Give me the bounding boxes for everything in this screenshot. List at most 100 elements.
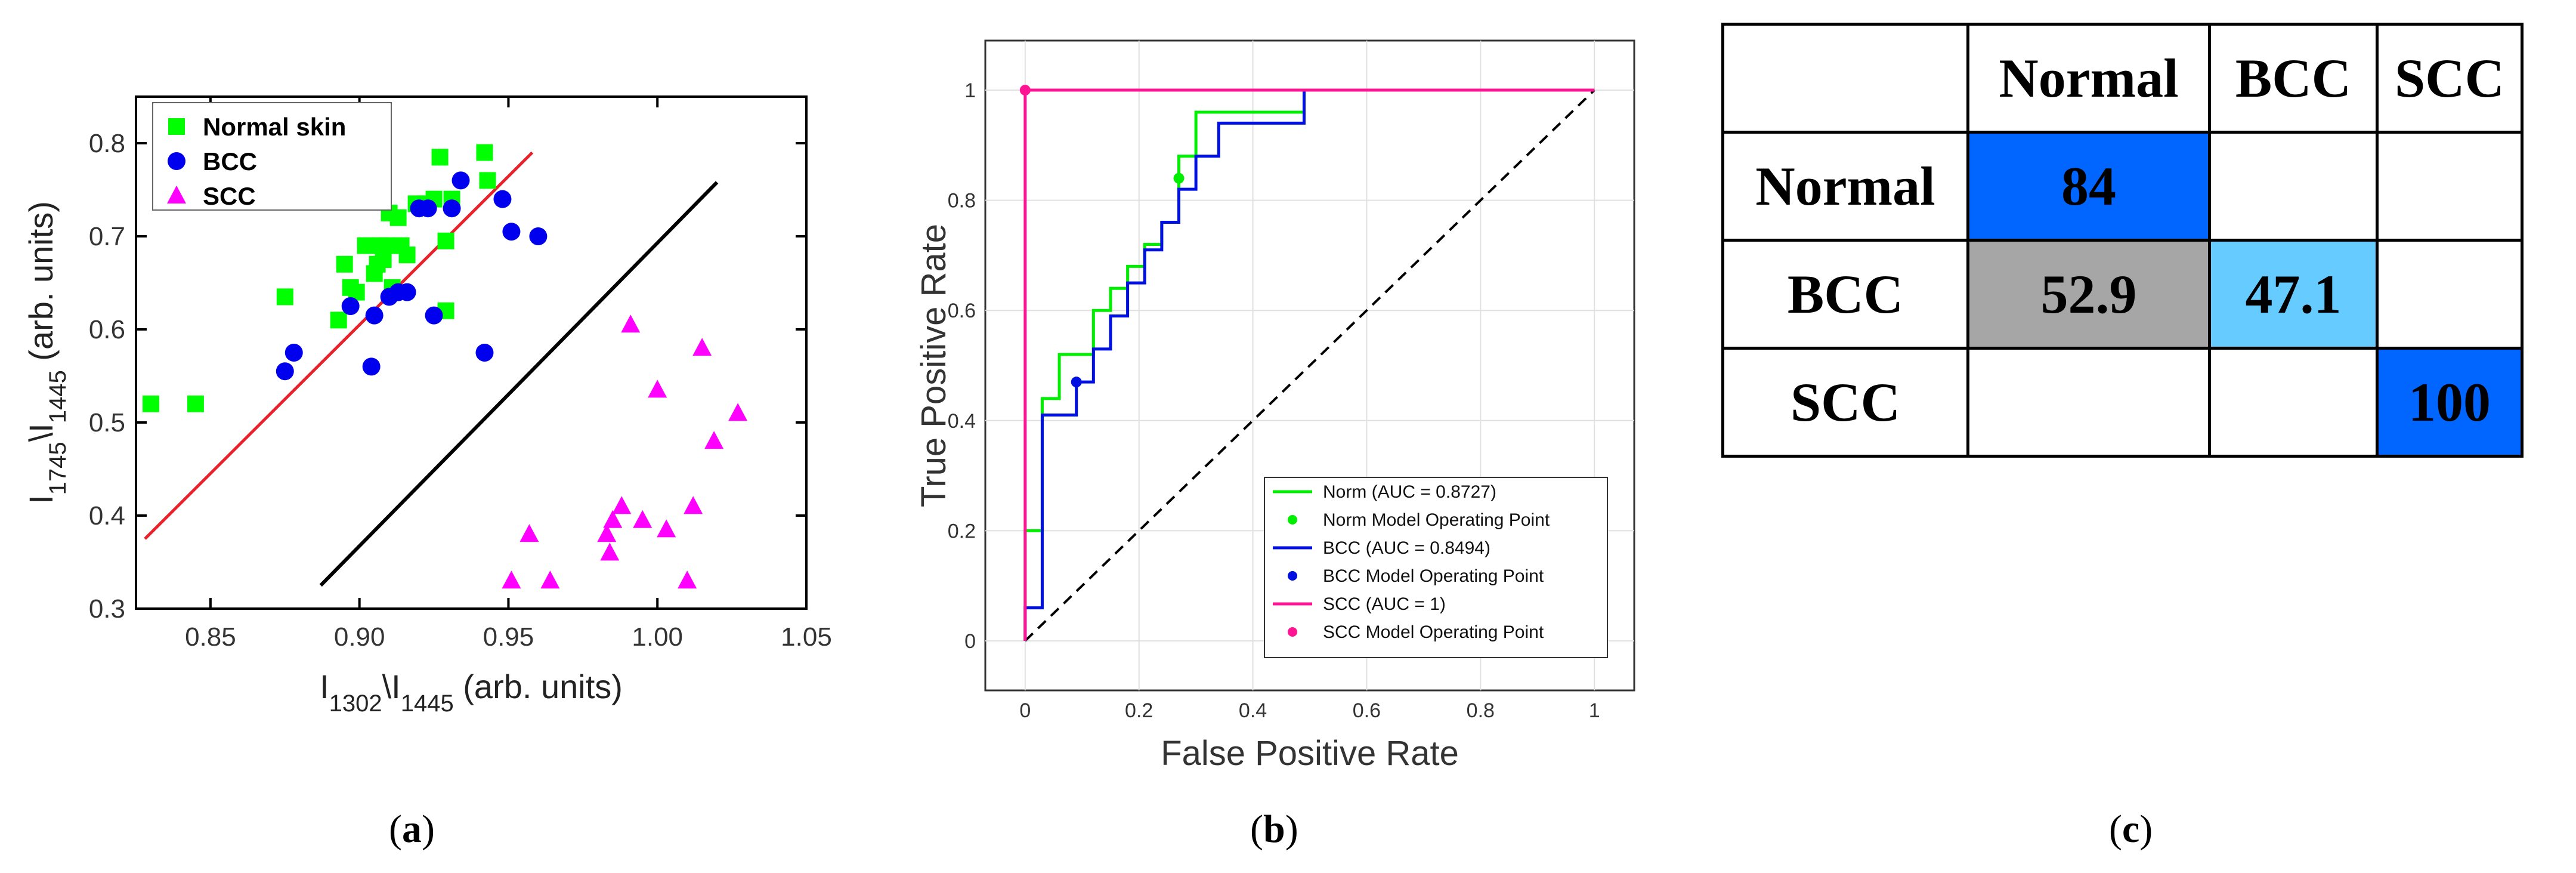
data-point-circle [398,283,416,301]
operating-point-bcc [1071,377,1082,388]
roc-curve-bcc [1023,88,1595,641]
data-point-triangle [502,570,521,589]
roc-curve-norm [1023,88,1595,641]
data-point-circle [425,306,443,325]
y-tick-label: 0.4 [89,501,125,530]
legend-marker [168,118,185,135]
x-tick-label: 1.00 [632,622,683,652]
chance-line [1024,89,1595,642]
legend-marker [1288,515,1297,525]
column-header: Normal [1966,23,2211,134]
data-point-square [398,246,416,264]
y-tick-label: 0 [964,630,976,653]
decision-boundary-line [319,181,719,587]
data-point-square [378,237,395,254]
y-tick-label: 0.3 [89,594,125,624]
scatter-chart-a: 0.85 0.90 0.95 1.00 1.05 0.3 0.4 0.5 0.6 0.7 0.8 No… [22,95,832,717]
data-point-triangle [600,542,620,561]
row-header: Normal [1721,131,1969,242]
x-tick-label: 0.95 [483,622,534,652]
y-tick-label: 0.2 [948,520,976,542]
legend-label: SCC (AUC = 1) [1323,594,1446,614]
data-point-circle [493,190,512,208]
data-point-circle [341,297,360,315]
y-tick-label: 1 [964,79,976,102]
y-axis-label: True Positive Rate [914,224,953,507]
data-point-triangle [597,524,617,542]
table-row: Normal 84 [1721,131,2524,242]
data-point-triangle [684,496,703,514]
legend-label: Norm Model Operating Point [1323,510,1550,530]
y-tick-label: 0.8 [89,129,125,158]
legend-marker [168,152,185,170]
data-point-square [437,232,454,249]
data-point-square [479,172,496,189]
data-point-square [276,288,293,306]
table-header-row: Normal BCC SCC [1721,23,2524,134]
data-point-square [330,311,347,329]
x-tick-label: 1 [1589,699,1600,722]
y-tick-label: 0.8 [948,190,976,212]
matrix-cell [1966,347,2211,458]
matrix-cell: 100 [2376,347,2524,458]
matrix-cell: 84 [1966,131,2211,242]
matrix-cell [2376,239,2524,350]
data-point-circle [502,223,521,241]
legend-marker [1288,627,1297,637]
legend-marker [167,186,186,203]
caption-c: (c) [2109,807,2153,851]
x-tick-label: 0.4 [1239,699,1267,722]
data-point-triangle [612,496,632,514]
x-axis-label: I1302\I1445 (arb. units) [320,668,623,717]
matrix-cell [2376,131,2524,242]
x-tick-label: 0.8 [1467,699,1495,722]
x-tick-label: 0 [1019,699,1031,722]
operating-point-scc [1019,85,1031,96]
x-tick-label: 1.05 [781,622,832,652]
data-point-triangle [692,338,712,356]
x-tick-label: 0.6 [1353,699,1381,722]
row-header: BCC [1721,239,1969,350]
data-point-circle [284,344,303,362]
data-point-square [476,144,493,161]
data-point-triangle [633,510,652,528]
data-point-circle [365,306,384,325]
y-tick-label: 0.6 [948,300,976,322]
data-point-circle [443,199,461,218]
matrix-cell: 47.1 [2208,239,2379,350]
operating-point-norm [1173,172,1185,184]
legend-marker [1288,571,1297,581]
data-point-triangle [678,570,697,589]
legend-label: BCC [203,147,257,175]
y-tick-label: 0.7 [89,222,125,251]
roc-chart-b: 0 0.2 0.4 0.6 0.8 1 0 0.2 0.4 0.6 0.8 1 Norm (AUC = … [914,39,1635,773]
data-point-circle [419,199,437,218]
data-point-square [389,209,407,226]
data-point-circle [276,362,294,381]
legend-label: BCC Model Operating Point [1323,566,1544,586]
data-point-circle [475,344,494,362]
table-corner-cell [1721,23,1969,134]
plot-frame [135,95,808,610]
data-point-triangle [519,524,539,542]
data-point-square [375,251,392,268]
data-point-square [357,237,374,254]
data-point-circle [362,357,381,376]
data-point-triangle [540,570,560,589]
table-row: BCC 52.9 47.1 [1721,239,2524,350]
legend-box [1264,477,1608,658]
column-header: BCC [2208,23,2379,134]
data-point-square [187,395,204,412]
table-row: SCC 100 [1721,347,2524,458]
data-point-triangle [621,314,641,333]
legend-label: Normal skin [203,113,346,141]
data-point-triangle [648,380,667,398]
matrix-cell [2208,131,2379,242]
caption-a: (a) [389,807,435,851]
x-tick-label: 0.90 [334,622,385,652]
y-tick-label: 0.4 [948,410,976,433]
y-tick-label: 0.5 [89,408,125,437]
data-point-square [431,149,449,166]
legend-label: SCC [203,182,256,210]
legend-label: SCC Model Operating Point [1323,622,1544,642]
